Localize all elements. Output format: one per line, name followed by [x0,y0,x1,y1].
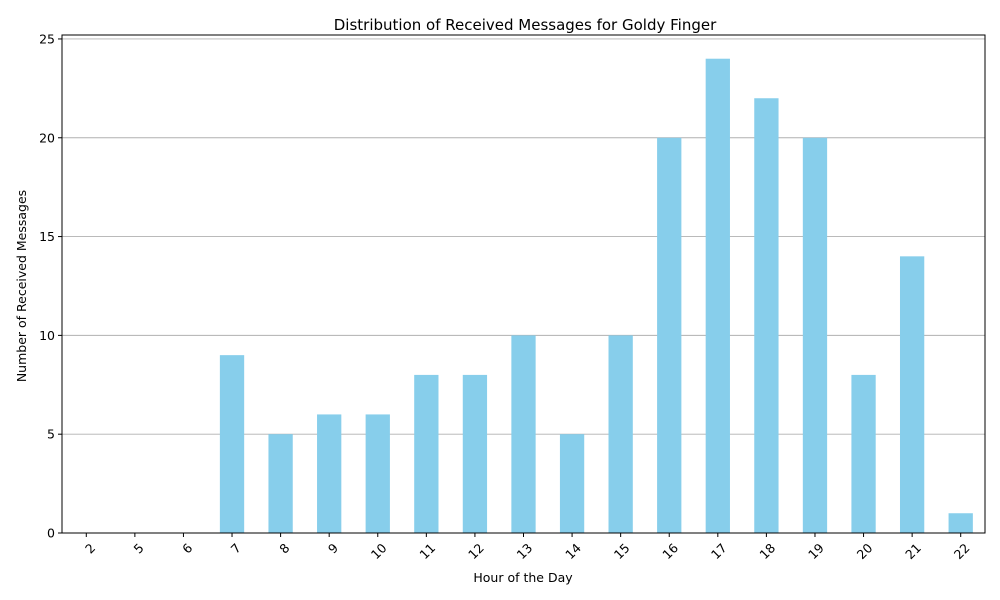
y-tick-label: 15 [39,229,55,244]
bar-8 [268,434,293,533]
y-axis-ticks: 0 5 10 15 20 25 [39,31,62,541]
y-tick-label: 5 [47,427,55,442]
x-tick-label: 2 [82,540,98,556]
x-tick-label: 7 [228,540,244,556]
bar-21 [899,256,925,533]
x-axis-ticks: 2 5 6 7 8 9 10 11 12 13 14 15 16 17 18 19 20 21 22 [82,533,973,562]
x-tick-label: 20 [854,540,876,562]
x-tick-label: 16 [659,540,681,562]
bar-7 [219,355,245,533]
y-axis-title: Number of Received Messages [14,190,29,382]
x-tick-label: 17 [708,540,730,562]
bar-9 [317,414,342,533]
bar-16 [657,137,682,533]
x-tick-label: 11 [416,540,438,562]
bar-14 [559,434,585,533]
x-tick-label: 19 [805,540,827,562]
x-tick-label: 15 [611,540,633,562]
bar-15 [608,335,633,533]
bar-18 [754,98,779,533]
bar-22 [948,513,973,533]
bar-17 [705,58,730,533]
bar-13 [511,335,536,533]
x-tick-label: 13 [514,540,536,562]
y-tick-label: 10 [39,328,55,343]
x-tick-label: 14 [562,540,584,562]
y-tick-label: 0 [47,526,55,541]
x-tick-label: 22 [951,540,973,562]
x-tick-label: 8 [276,540,292,556]
x-axis-title: Hour of the Day [473,570,573,585]
x-tick-label: 9 [325,540,341,556]
x-tick-label: 5 [131,540,147,556]
x-tick-label: 21 [902,540,924,562]
x-tick-label: 6 [179,540,195,556]
x-tick-label: 12 [465,540,487,562]
y-tick-label: 25 [39,31,55,46]
x-tick-label: 18 [756,540,778,562]
bar-11 [414,374,439,533]
y-tick-label: 20 [39,130,55,145]
bars [219,58,973,533]
bar-10 [365,414,390,533]
bar-20 [851,374,876,533]
bar-19 [802,137,828,533]
chart-title: Distribution of Received Messages for Go… [334,16,717,34]
bar-12 [462,374,488,533]
x-tick-label: 10 [368,540,390,562]
